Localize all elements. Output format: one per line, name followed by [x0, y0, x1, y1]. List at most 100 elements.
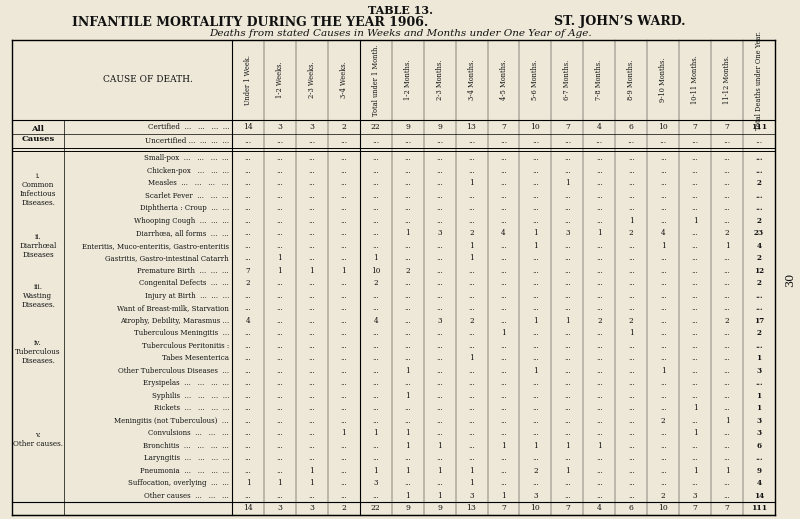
Text: ...: ...	[404, 204, 411, 212]
Text: ...: ...	[277, 317, 283, 325]
Text: ...: ...	[724, 154, 730, 162]
Text: ...: ...	[660, 404, 666, 412]
Text: 9: 9	[757, 467, 762, 475]
Text: ...: ...	[692, 292, 698, 300]
Text: ...: ...	[245, 379, 251, 387]
Text: ...: ...	[532, 304, 539, 312]
Text: ...: ...	[500, 254, 507, 262]
Text: 1: 1	[310, 467, 314, 475]
Text: 3: 3	[438, 229, 442, 237]
Text: 7: 7	[565, 123, 570, 131]
Text: ...: ...	[404, 192, 411, 200]
Text: ...: ...	[628, 342, 634, 350]
Text: ...: ...	[468, 429, 475, 437]
Text: ...: ...	[468, 329, 475, 337]
Text: ...: ...	[596, 192, 602, 200]
Text: ...: ...	[468, 279, 475, 287]
Text: ...: ...	[500, 242, 507, 250]
Text: ...: ...	[277, 442, 283, 450]
Text: 1: 1	[342, 429, 346, 437]
Text: ...: ...	[596, 137, 603, 145]
Text: ...: ...	[245, 417, 251, 425]
Text: ...: ...	[628, 192, 634, 200]
Text: 1: 1	[725, 417, 730, 425]
Text: ...: ...	[277, 342, 283, 350]
Text: ...: ...	[309, 342, 315, 350]
Text: ...: ...	[500, 137, 507, 145]
Text: ...: ...	[436, 154, 443, 162]
Text: ...: ...	[500, 404, 507, 412]
Text: 1: 1	[406, 392, 410, 400]
Text: ...: ...	[660, 292, 666, 300]
Text: ...: ...	[692, 179, 698, 187]
Text: ...: ...	[564, 429, 570, 437]
Text: 3: 3	[757, 417, 762, 425]
Text: ...: ...	[500, 417, 507, 425]
Text: ...: ...	[341, 367, 347, 375]
Text: ...: ...	[660, 192, 666, 200]
Text: 3: 3	[278, 123, 282, 131]
Text: Pneumonia  ...   ...   ...  ...: Pneumonia ... ... ... ...	[140, 467, 229, 475]
Text: ...: ...	[372, 342, 379, 350]
Text: ...: ...	[309, 242, 315, 250]
Text: ...: ...	[500, 467, 507, 475]
Text: ...: ...	[500, 217, 507, 225]
Text: ...: ...	[404, 179, 411, 187]
Text: ...: ...	[564, 167, 570, 175]
Text: 2: 2	[342, 123, 346, 131]
Text: ...: ...	[372, 329, 379, 337]
Text: ...: ...	[277, 379, 283, 387]
Text: ...: ...	[341, 229, 347, 237]
Text: ...: ...	[628, 479, 634, 487]
Text: 3: 3	[757, 367, 762, 375]
Text: 1: 1	[565, 442, 570, 450]
Text: ...: ...	[628, 279, 634, 287]
Text: 2: 2	[757, 279, 762, 287]
Text: ...: ...	[309, 417, 315, 425]
Text: ...: ...	[724, 217, 730, 225]
Text: Diphtheria : Croup  ...  ...: Diphtheria : Croup ... ...	[140, 204, 229, 212]
Text: ...: ...	[596, 404, 602, 412]
Text: ...: ...	[309, 367, 315, 375]
Text: Rickets  ...   ...   ...  ...: Rickets ... ... ... ...	[154, 404, 229, 412]
Text: ...: ...	[468, 137, 475, 145]
Text: ...: ...	[564, 491, 570, 500]
Text: 1: 1	[469, 354, 474, 362]
Text: ...: ...	[404, 217, 411, 225]
Text: ...: ...	[596, 204, 602, 212]
Text: 3: 3	[757, 429, 762, 437]
Text: ...: ...	[341, 279, 347, 287]
Text: ...: ...	[277, 192, 283, 200]
Text: ...: ...	[372, 242, 379, 250]
Text: 14: 14	[243, 123, 253, 131]
Text: ...: ...	[564, 417, 570, 425]
Text: Measles  ...   ...   ...   ...: Measles ... ... ... ...	[149, 179, 229, 187]
Text: ...: ...	[500, 392, 507, 400]
Text: ...: ...	[309, 329, 315, 337]
Text: ...: ...	[341, 379, 347, 387]
Text: ...: ...	[277, 217, 283, 225]
Text: ...: ...	[341, 417, 347, 425]
Text: ...: ...	[596, 279, 602, 287]
Text: Total under 1 Month.: Total under 1 Month.	[372, 44, 380, 116]
Text: ...: ...	[724, 192, 730, 200]
Text: ...: ...	[309, 179, 315, 187]
Text: ...: ...	[692, 317, 698, 325]
Text: 1: 1	[725, 467, 730, 475]
Text: ...: ...	[500, 167, 507, 175]
Text: 1: 1	[469, 479, 474, 487]
Text: 4: 4	[757, 242, 762, 250]
Text: ...: ...	[596, 354, 602, 362]
Text: ...: ...	[723, 137, 730, 145]
Text: 1: 1	[469, 179, 474, 187]
Text: 1: 1	[661, 367, 666, 375]
Text: ...: ...	[755, 137, 762, 145]
Text: ...: ...	[564, 279, 570, 287]
Text: ...: ...	[628, 154, 634, 162]
Text: ...: ...	[532, 204, 539, 212]
Text: Enteritis, Muco-enteritis, Gastro-enteritis: Enteritis, Muco-enteritis, Gastro-enteri…	[82, 242, 229, 250]
Text: ...: ...	[532, 267, 539, 275]
Text: Tabes Mesenterica: Tabes Mesenterica	[144, 354, 229, 362]
Text: 2: 2	[757, 217, 762, 225]
Text: 9: 9	[406, 123, 410, 131]
